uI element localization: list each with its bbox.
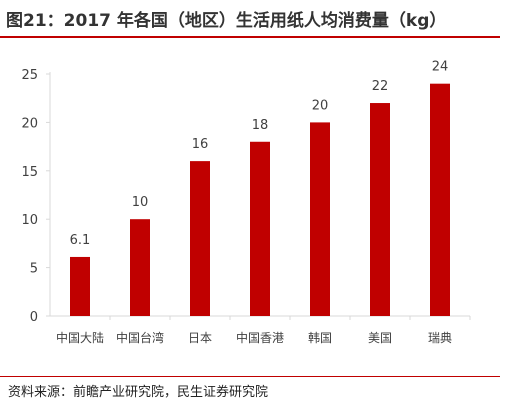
bar: [190, 161, 210, 316]
x-axis: 中国大陆 中国台湾 日本 中国香港 韩国 美国 瑞典: [50, 315, 471, 345]
bar-value-label: 22: [372, 79, 389, 94]
bar-value-labels: 6.1 10 16 18 20 22 24: [70, 60, 449, 248]
y-tick-label: 20: [21, 116, 38, 131]
bar-value-label: 16: [192, 137, 209, 152]
x-tick-label: 中国大陆: [56, 330, 104, 345]
y-axis: 0 5 10 15 20 25: [21, 68, 51, 325]
bars: [70, 83, 450, 317]
bar: [130, 219, 150, 316]
x-tick-label: 中国香港: [236, 330, 284, 345]
chart-title: 图21：2017 年各国（地区）生活用纸人均消费量（kg）: [6, 11, 447, 31]
x-tick-label: 中国台湾: [116, 330, 164, 345]
bar: [310, 122, 330, 317]
bar-value-label: 20: [312, 98, 329, 113]
bar-value-label: 18: [252, 118, 269, 133]
title-divider: [0, 36, 500, 38]
y-tick-label: 10: [21, 213, 38, 228]
bar: [370, 103, 390, 316]
y-tick-label: 0: [30, 310, 38, 325]
y-tick-label: 15: [21, 165, 38, 180]
bar-value-label: 10: [132, 195, 149, 210]
source-note: 资料来源：前瞻产业研究院，民生证券研究院: [8, 385, 269, 400]
y-tick-label: 5: [30, 262, 38, 277]
y-tick-label: 25: [21, 68, 38, 83]
x-tick-label: 美国: [368, 331, 392, 345]
bar: [70, 256, 90, 316]
bar-chart: 0 5 10 15 20 25 中国大陆 中国台湾 日本 中国香港 韩国 美国 瑞典 6.1 10 16 1…: [21, 60, 471, 345]
x-tick-label: 韩国: [308, 330, 332, 345]
source-divider: [0, 376, 500, 377]
bar: [250, 141, 270, 316]
bar-value-label: 24: [432, 60, 449, 75]
x-tick-label: 瑞典: [428, 331, 452, 345]
x-tick-label: 日本: [188, 331, 212, 345]
bar: [430, 83, 450, 317]
bar-value-label: 6.1: [70, 233, 91, 248]
